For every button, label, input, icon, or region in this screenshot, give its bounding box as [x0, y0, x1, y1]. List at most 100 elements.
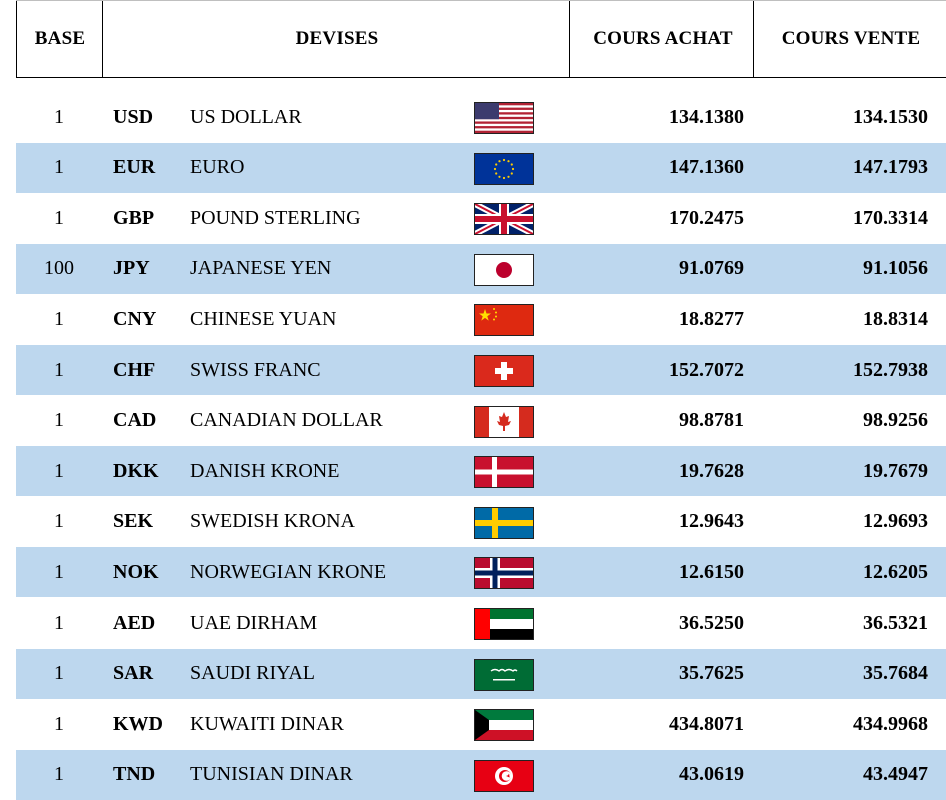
currency-code: DKK	[113, 459, 159, 482]
top-divider	[16, 0, 946, 1]
column-divider	[102, 1, 103, 78]
buy-rate: 98.8781	[679, 409, 744, 432]
base-cell: 1	[54, 712, 64, 735]
kuwait-flag-icon	[474, 709, 534, 742]
currency-code: KWD	[113, 712, 163, 735]
buy-rate: 134.1380	[669, 105, 744, 128]
currency-name: SWISS FRANC	[190, 358, 321, 381]
header-devises: DEVISES	[295, 28, 379, 49]
base-cell: 1	[54, 560, 64, 583]
currency-code: NOK	[113, 560, 159, 583]
base-cell: 1	[54, 206, 64, 229]
base-cell: 1	[54, 611, 64, 634]
tunisia-flag-icon	[474, 759, 534, 792]
table-row: 1 AED UAE DIRHAM 36.5250 36.5321	[16, 598, 946, 648]
currency-name: CHINESE YUAN	[190, 307, 337, 330]
table-row: 1 DKK DANISH KRONE 19.7628 19.7679	[16, 446, 946, 497]
sell-rate: 12.9693	[863, 510, 928, 533]
currency-code: EUR	[113, 156, 156, 179]
currency-code: JPY	[113, 257, 150, 280]
saudi-flag-icon	[474, 658, 534, 691]
currency-code: CAD	[113, 409, 157, 432]
buy-rate: 12.9643	[679, 510, 744, 533]
currency-code: GBP	[113, 206, 155, 229]
base-cell: 1	[54, 358, 64, 381]
currency-name: UAE DIRHAM	[190, 611, 318, 634]
sell-rate: 36.5321	[863, 611, 928, 634]
base-cell: 100	[44, 257, 74, 280]
currency-name: CANADIAN DOLLAR	[190, 409, 383, 432]
table-row: 1 GBP POUND STERLING 170.2475 170.3314	[16, 193, 946, 243]
sell-rate: 12.6205	[863, 560, 928, 583]
norway-flag-icon	[474, 557, 534, 590]
base-cell: 1	[54, 307, 64, 330]
currency-name: KUWAITI DINAR	[190, 712, 344, 735]
sweden-flag-icon	[474, 506, 534, 539]
uk-flag-icon	[474, 203, 534, 236]
buy-rate: 35.7625	[679, 662, 744, 685]
currency-code: AED	[113, 611, 156, 634]
column-divider	[569, 1, 570, 78]
table-row: 1 SAR SAUDI RIYAL 35.7625 35.7684	[16, 648, 946, 699]
base-cell: 1	[54, 510, 64, 533]
china-flag-icon	[474, 304, 534, 337]
buy-rate: 434.8071	[669, 712, 744, 735]
header-base: BASE	[34, 28, 86, 49]
table-row: 100 JPY JAPANESE YEN 91.0769 91.1056	[16, 243, 946, 294]
table-row: 1 EUR EURO 147.1360 147.1793	[16, 142, 946, 193]
currency-name: EURO	[190, 156, 245, 179]
currency-code: SAR	[113, 662, 154, 685]
table-header: BASE DEVISES COURS ACHAT COURS VENTE	[16, 1, 946, 78]
table-row: 1 SEK SWEDISH KRONA 12.9643 12.9693	[16, 497, 946, 547]
currency-code: CHF	[113, 358, 156, 381]
base-cell: 1	[54, 662, 64, 685]
eu-flag-icon	[474, 152, 534, 185]
buy-rate: 152.7072	[669, 358, 744, 381]
buy-rate: 19.7628	[679, 459, 744, 482]
table-row: 1 USD US DOLLAR 134.1380 134.1530	[16, 92, 946, 142]
denmark-flag-icon	[474, 456, 534, 489]
base-cell: 1	[54, 105, 64, 128]
base-cell: 1	[54, 459, 64, 482]
currency-name: JAPANESE YEN	[190, 257, 332, 280]
buy-rate: 170.2475	[669, 206, 744, 229]
currency-name: DANISH KRONE	[190, 459, 340, 482]
buy-rate: 43.0619	[679, 763, 744, 786]
sell-rate: 43.4947	[863, 763, 928, 786]
sell-rate: 152.7938	[853, 358, 928, 381]
table-row: 1 CAD CANADIAN DOLLAR 98.8781 98.9256	[16, 396, 946, 446]
buy-rate: 18.8277	[679, 307, 744, 330]
base-cell: 1	[54, 763, 64, 786]
currency-name: US DOLLAR	[190, 105, 302, 128]
sell-rate: 98.9256	[863, 409, 928, 432]
table-row: 1 TND TUNISIAN DINAR 43.0619 43.4947	[16, 749, 946, 800]
currency-code: USD	[113, 105, 154, 128]
buy-rate: 91.0769	[679, 257, 744, 280]
buy-rate: 12.6150	[679, 560, 744, 583]
currency-name: NORWEGIAN KRONE	[190, 560, 387, 583]
sell-rate: 18.8314	[863, 307, 928, 330]
buy-rate: 36.5250	[679, 611, 744, 634]
currency-code: TND	[113, 763, 156, 786]
sell-rate: 170.3314	[853, 206, 928, 229]
exchange-rate-table: BASE DEVISES COURS ACHAT COURS VENTE 1 U…	[16, 0, 946, 800]
canada-flag-icon	[474, 405, 534, 438]
swiss-flag-icon	[474, 355, 534, 387]
uae-flag-icon	[474, 608, 534, 640]
us-flag-icon	[474, 102, 534, 134]
sell-rate: 134.1530	[853, 105, 928, 128]
sell-rate: 19.7679	[863, 459, 928, 482]
column-divider	[753, 1, 754, 78]
table-row: 1 CNY CHINESE YUAN 18.8277 18.8314	[16, 294, 946, 344]
currency-name: POUND STERLING	[190, 206, 361, 229]
sell-rate: 35.7684	[863, 662, 928, 685]
header-cours-vente: COURS VENTE	[781, 28, 921, 49]
base-cell: 1	[54, 409, 64, 432]
currency-name: SWEDISH KRONA	[190, 510, 355, 533]
sell-rate: 91.1056	[863, 257, 928, 280]
base-cell: 1	[54, 156, 64, 179]
header-cours-achat: COURS ACHAT	[593, 28, 733, 49]
table-row: 1 KWD KUWAITI DINAR 434.8071 434.9968	[16, 699, 946, 749]
currency-code: SEK	[113, 510, 154, 533]
currency-code: CNY	[113, 307, 157, 330]
